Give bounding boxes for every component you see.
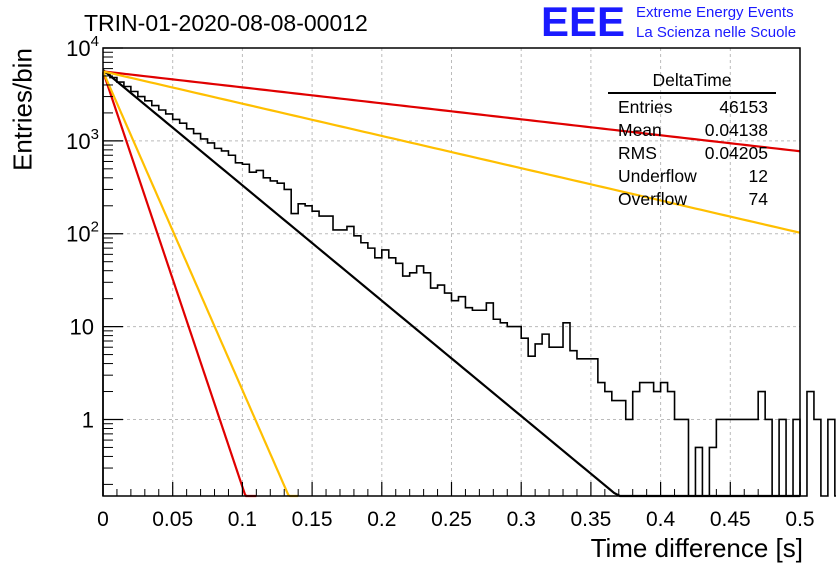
logo-line-1: Extreme Energy Events: [636, 4, 794, 21]
stats-box: DeltaTime Entries 46153 Mean 0.04138 RMS 0.04…: [608, 70, 776, 211]
stat-value: 46153: [719, 97, 768, 117]
stat-value: 12: [748, 166, 768, 186]
eee-logo: EEE: [541, 0, 626, 45]
y-axis-label: Entries/bin: [7, 48, 38, 171]
x-tick-label: 0.35: [570, 508, 611, 531]
grid-lines: [103, 48, 800, 496]
x-tick-label: 0.25: [431, 508, 472, 531]
y-tick-exponent: 4: [91, 33, 99, 50]
stat-row: RMS 0.04205: [608, 142, 776, 165]
y-tick-label: 104: [66, 33, 99, 61]
stats-rows: Entries 46153 Mean 0.04138 RMS 0.04205 Underfl…: [608, 96, 776, 211]
stat-label: Underflow: [618, 166, 697, 186]
x-axis-label: Time difference [s]: [590, 533, 803, 563]
stat-value: 0.04138: [704, 120, 768, 140]
x-tick-label: 0.4: [646, 508, 676, 531]
x-tick-label: 0.05: [152, 508, 193, 531]
orange-slow-curve: [102, 70, 801, 234]
y-axis-ticks: 1 10 102 103 104: [66, 33, 123, 485]
stat-row: Mean 0.04138: [608, 119, 776, 142]
x-tick-label: 0.5: [785, 508, 814, 531]
stats-title: DeltaTime: [608, 70, 776, 94]
y-tick-label: 1: [82, 407, 94, 432]
x-tick-label: 0.1: [228, 508, 257, 531]
x-tick-label: 0: [97, 508, 109, 531]
histogram: [102, 72, 836, 497]
chart-title: TRIN-01-2020-08-08-00012: [84, 10, 368, 36]
stat-row: Underflow 12: [608, 165, 776, 188]
stat-row: Entries 46153: [608, 96, 776, 119]
stat-row: Overflow 74: [608, 188, 776, 211]
x-tick-label: 0.45: [710, 508, 751, 531]
stat-label: RMS: [618, 143, 657, 163]
red-slow-curve: [102, 70, 801, 153]
y-tick-label: 103: [66, 126, 99, 154]
stat-label: Overflow: [618, 189, 688, 209]
x-tick-label: 0.3: [507, 508, 536, 531]
stat-label: Entries: [618, 97, 673, 117]
y-tick-exponent: 2: [91, 219, 99, 236]
red-fast-curve: [101, 71, 257, 498]
x-tick-label: 0.2: [367, 508, 396, 531]
logo-line-2: La Scienza nelle Scuole: [636, 24, 797, 41]
orange-fast-curve: [101, 70, 299, 498]
histogram-steps: [102, 72, 836, 497]
x-axis-ticks: 0 0.05 0.1 0.15 0.2 0.25 0.3 0.35 0.4 0.45 0.5: [97, 482, 815, 531]
stat-label: Mean: [618, 120, 662, 140]
stat-value: 0.04205: [704, 143, 768, 163]
y-tick-label: 102: [66, 219, 99, 247]
stat-value: 74: [748, 189, 768, 209]
y-tick-label: 10: [70, 315, 94, 340]
x-tick-label: 0.15: [292, 508, 333, 531]
y-tick-exponent: 3: [91, 126, 99, 143]
